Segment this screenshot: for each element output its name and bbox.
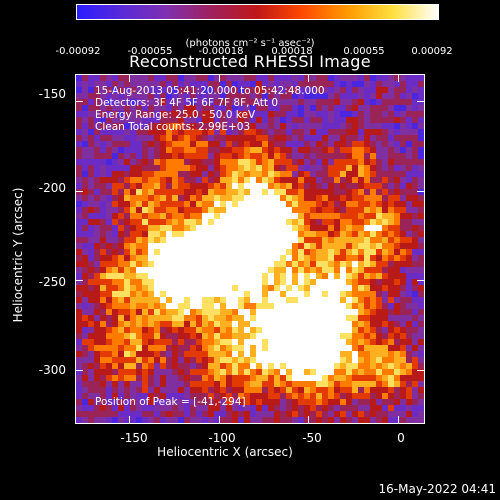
annotation-peak: Position of Peak = [-41,-294] [95,396,246,408]
x-tick-label: 0 [397,431,405,445]
colorbar-tick-label: 0.00055 [343,46,385,57]
axis-tick [75,100,83,102]
heatmap [76,75,424,423]
colorbar-tick-label: -0.00018 [198,46,244,57]
colorbar-tick-label: -0.00092 [55,46,101,57]
axis-tick [75,190,83,192]
timestamp-footer: 16-May-2022 04:41 [378,482,496,496]
axis-tick [417,190,425,192]
axis-tick [75,280,83,282]
colorbar-ticks: -0.00092 -0.00055 -0.00018 0.00018 0.000… [56,20,453,57]
y-tick-label: -300 [38,363,66,377]
axis-tick [128,74,130,82]
axis-tick [417,280,425,282]
annotation-energy: Energy Range: 25.0 - 50.0 keV [95,109,256,121]
colorbar-tick-label: 0.00018 [271,46,313,57]
colorbar-tick-label: -0.00055 [127,46,173,57]
x-tick-label: -100 [208,431,236,445]
y-tick-label: -200 [38,181,66,195]
axis-tick [128,416,130,424]
x-tick-label: -150 [120,431,148,445]
axis-tick [75,370,83,372]
colorbar-units: (photons cm⁻² s⁻¹ asec⁻²) [185,38,315,49]
y-tick-label: -250 [38,275,66,289]
heatmap-cells [76,75,424,423]
annotation-clean: Clean Total counts: 2.99E+03 [95,121,251,133]
x-axis-label: Heliocentric X (arcsec) [157,445,293,459]
rhessi-image [75,74,425,424]
axis-tick [417,370,425,372]
y-tick-label: -150 [38,87,66,101]
x-tick-label: -50 [302,431,322,445]
colorbar [76,4,439,20]
axis-tick [218,416,220,424]
annotation-time: 15-Aug-2013 05:41:20.000 to 05:42:48.000 [95,85,325,97]
axis-tick [398,74,400,82]
y-axis-label: Heliocentric Y (arcsec) [11,187,25,323]
axis-tick [218,74,220,82]
image-title: Reconstructed RHESSI Image [129,52,371,71]
axis-tick [308,416,310,424]
annotation-detectors: Detectors: 3F 4F 5F 6F 7F 8F, Att 0 [95,97,279,109]
colorbar-tick-label: 0.00092 [411,46,453,57]
axis-tick [417,100,425,102]
axis-tick [308,74,310,82]
axis-tick [398,416,400,424]
